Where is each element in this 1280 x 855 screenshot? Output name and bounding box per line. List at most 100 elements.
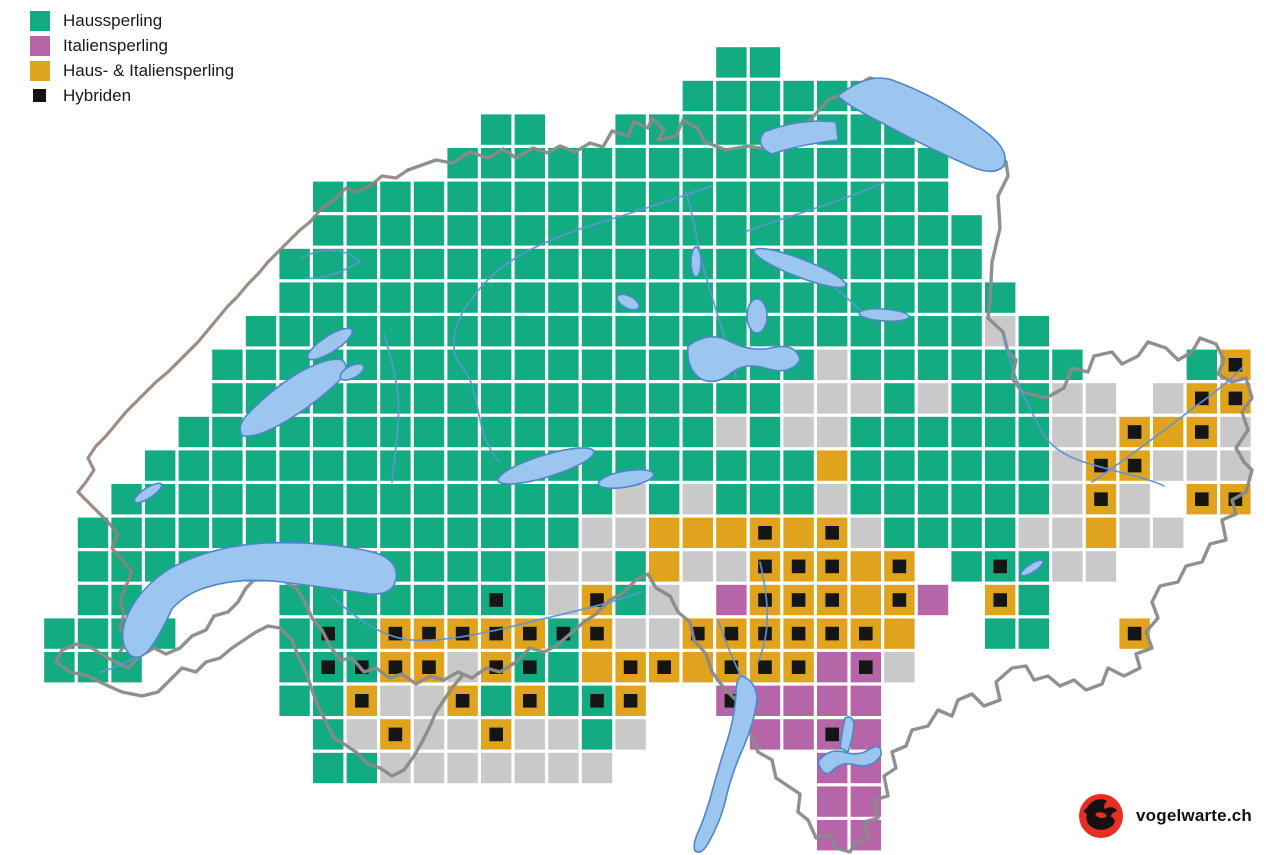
hybrid-marker	[724, 626, 739, 641]
grid-cell-green	[817, 148, 848, 179]
grid-cell-gray	[581, 517, 613, 548]
grid-cell-gray	[413, 685, 445, 716]
grid-cell-green	[951, 484, 982, 515]
hybrid-marker	[892, 593, 907, 607]
grid-cell-green	[313, 215, 344, 246]
grid-cell-gray	[817, 349, 848, 380]
grid-cell-green	[548, 517, 579, 548]
grid-cell-gray	[783, 416, 814, 448]
grid-cell-gray	[615, 719, 646, 750]
grid-cell-green	[447, 584, 478, 616]
grid-cell-green	[581, 248, 613, 280]
grid-cell-gray	[346, 719, 377, 750]
grid-cell-gray	[581, 752, 613, 784]
grid-cell-green	[212, 484, 243, 515]
grid-cell-green	[447, 416, 478, 448]
grid-cell-gray	[1119, 517, 1150, 548]
grid-cell-green	[716, 215, 747, 246]
grid-cell-purple	[716, 584, 747, 616]
grid-cell-green	[514, 114, 545, 145]
hybrid-marker	[388, 660, 403, 674]
grid-cell-green	[313, 517, 344, 548]
hybrid-marker	[993, 593, 1007, 607]
grid-cell-green	[279, 484, 310, 515]
grid-cell-green	[413, 248, 445, 280]
grid-cell-green	[413, 517, 445, 548]
grid-cell-green	[951, 248, 982, 280]
grid-cell-green	[783, 215, 814, 246]
grid-cell-green	[514, 484, 545, 515]
grid-cell-orange	[884, 618, 915, 649]
vogelwarte-logo[interactable]: vogelwarte.ch	[1078, 793, 1252, 839]
grid-cell-green	[178, 416, 209, 448]
grid-cell-gray	[817, 383, 848, 414]
grid-cell-green	[884, 349, 915, 380]
grid-cell-green	[514, 148, 545, 179]
grid-cell-green	[649, 148, 680, 179]
grid-cell-green	[581, 416, 613, 448]
grid-cell-orange	[1153, 416, 1184, 448]
grid-cell-green	[884, 416, 915, 448]
grid-cell-green	[716, 484, 747, 515]
grid-cell-green	[615, 383, 646, 414]
grid-cell-green	[548, 484, 579, 515]
grid-cell-green	[380, 416, 411, 448]
grid-cell-green	[783, 316, 814, 347]
lake-lugano	[817, 745, 882, 775]
lake-maggiore	[693, 675, 758, 853]
grid-cell-green	[615, 316, 646, 347]
grid-cell-green	[649, 282, 680, 313]
grid-cell-gray	[1153, 450, 1184, 481]
grid-cell-green	[313, 282, 344, 313]
hybrid-marker	[355, 694, 369, 708]
hybrid-marker	[489, 593, 503, 607]
grid-cell-green	[481, 416, 512, 448]
grid-cell-green	[917, 282, 949, 313]
grid-cell-green	[279, 450, 310, 481]
grid-cell-gray	[1119, 484, 1150, 515]
grid-cell-gray	[447, 719, 478, 750]
grid-cell-green	[245, 316, 277, 347]
grid-cell-gray	[1085, 383, 1117, 414]
grid-cell-green	[749, 181, 781, 212]
grid-cell-green	[447, 551, 478, 582]
hybrid-marker	[590, 593, 604, 607]
lake-hallwil	[690, 246, 702, 278]
lake-murten	[339, 363, 365, 381]
hybriden-swatch-icon	[30, 86, 50, 106]
grid-cell-green	[884, 484, 915, 515]
logo-text: vogelwarte.ch	[1136, 806, 1252, 825]
grid-cell-green	[850, 248, 881, 280]
hybrid-marker	[1228, 358, 1243, 372]
hybrid-marker	[455, 626, 470, 641]
hybrid-marker	[758, 626, 772, 641]
grid-cell-green	[917, 248, 949, 280]
legend-label: Haus- & Italiensperling	[63, 61, 235, 80]
haus-italiensperling-swatch-icon	[30, 60, 50, 81]
grid-cell-green	[884, 248, 915, 280]
grid-cell-green	[447, 181, 478, 212]
grid-cell-gray	[548, 584, 579, 616]
grid-cell-green	[178, 484, 209, 515]
grid-cell-gray	[716, 416, 747, 448]
grid-cell-green	[346, 248, 377, 280]
grid-cell-green	[917, 517, 949, 548]
italiensperling-swatch-icon	[30, 35, 50, 56]
grid-cell-gray	[817, 484, 848, 515]
grid-cell-green	[749, 47, 781, 78]
grid-cell-orange	[649, 551, 680, 582]
grid-cell-green	[951, 282, 982, 313]
grid-cell-green	[346, 383, 377, 414]
grid-cell-green	[514, 248, 545, 280]
grid-cell-green	[649, 248, 680, 280]
grid-cell-gray	[682, 484, 713, 515]
grid-cell-gray	[1085, 551, 1117, 582]
grid-cell-green	[649, 316, 680, 347]
hybrid-marker	[1195, 492, 1209, 506]
grid-cell-green	[447, 484, 478, 515]
grid-cell-green	[313, 248, 344, 280]
grid-cell-green	[850, 282, 881, 313]
grid-cell-green	[145, 517, 176, 548]
grid-cell-green	[985, 416, 1016, 448]
grid-cell-green	[884, 282, 915, 313]
